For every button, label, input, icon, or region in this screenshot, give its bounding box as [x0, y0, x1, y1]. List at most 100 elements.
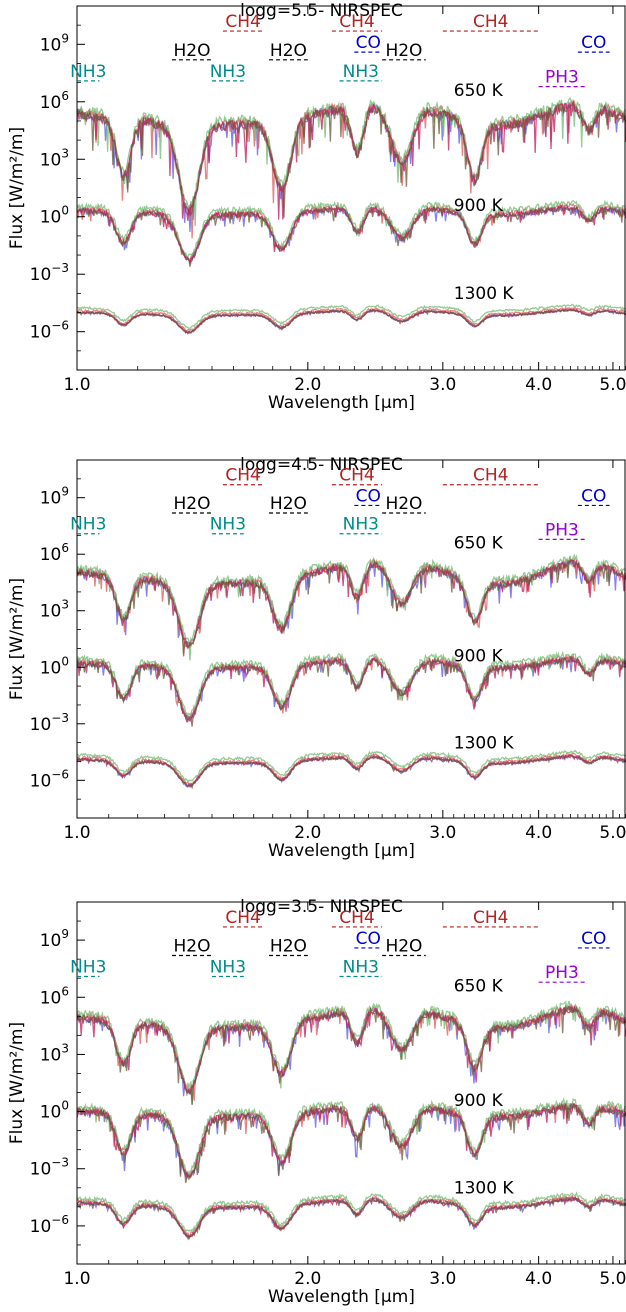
series-line-1300k-2 [77, 306, 626, 332]
series-line-900k-5 [77, 1102, 626, 1184]
chart-title: logg=4.5- NIRSPEC [240, 455, 403, 475]
x-tick-label: 2.0 [294, 1269, 321, 1289]
band-marker-label: NH3 [210, 62, 246, 82]
plot-frame [76, 459, 626, 819]
x-tick-label: 2.0 [294, 823, 321, 843]
y-tick-label: 103 [40, 146, 69, 170]
band-marker-label: CH4 [339, 12, 374, 32]
band-marker-label: H2O [270, 494, 307, 514]
band-marker-label: PH3 [545, 963, 579, 983]
chart-panel-1: 1.0 2.0 3.0 4.0 5.0 10−6 10−3 100 103 106 109 logg=… [7, 1, 626, 413]
series-line-900k-5 [77, 655, 626, 727]
band-marker-label: H2O [173, 937, 210, 957]
x-tick-label: 4.0 [525, 375, 552, 395]
band-marker-label: NH3 [70, 515, 106, 535]
series-line-650k-3 [77, 96, 626, 226]
y-tick-label: 100 [40, 654, 69, 678]
band-marker-label: NH3 [70, 62, 106, 82]
chart-panel-2: 1.0 2.0 3.0 4.0 5.0 10−6 10−3 100 103 106 109 logg=… [7, 455, 626, 861]
band-marker-label: NH3 [210, 957, 246, 977]
band-marker-label: NH3 [343, 957, 379, 977]
series-group [77, 96, 626, 335]
series-line-650k-2 [77, 556, 626, 654]
chart-panel-3: 1.0 2.0 3.0 4.0 5.0 10−6 10−3 100 103 106 109 logg=… [7, 897, 626, 1307]
y-axis-label: Flux [W/m²/m] [7, 127, 27, 249]
band-marker-label: NH3 [210, 515, 246, 535]
x-axis-label: Wavelength [μm] [268, 1287, 415, 1307]
series-line-1300k-3 [77, 1191, 626, 1232]
x-tick-label: 1.0 [63, 823, 90, 843]
y-tick-label: 109 [40, 31, 69, 55]
band-marker-label: CH4 [473, 466, 508, 486]
x-tick-label: 3.0 [429, 1269, 456, 1289]
band-marker-label: H2O [270, 937, 307, 957]
band-marker-label: CO [581, 33, 606, 53]
x-tick-label: 1.0 [63, 375, 90, 395]
band-marker-label: H2O [173, 41, 210, 61]
band-marker-label: CH4 [339, 908, 374, 928]
series-line-1300k-3 [77, 749, 626, 784]
series-line-1300k-5 [77, 1196, 626, 1241]
y-tick-label: 109 [40, 485, 69, 509]
temperature-label: 650 K [454, 81, 504, 101]
band-marker-label: CH4 [225, 908, 260, 928]
temperature-label: 650 K [454, 977, 504, 997]
y-tick-label: 10−3 [30, 1156, 69, 1180]
band-marker-label: H2O [385, 494, 422, 514]
series-line-900k-3 [77, 650, 626, 717]
band-marker-label: H2O [385, 937, 422, 957]
series-group [77, 553, 626, 790]
temperature-label: 900 K [454, 647, 504, 667]
x-axis-label: Wavelength [μm] [268, 841, 415, 861]
chart-title: logg=3.5- NIRSPEC [240, 897, 403, 917]
x-tick-label: 5.0 [599, 823, 626, 843]
band-marker-label: PH3 [545, 520, 579, 540]
y-axis-label: Flux [W/m²/m] [7, 578, 27, 700]
band-marker-label: CH4 [225, 12, 260, 32]
band-marker-label: CH4 [473, 908, 508, 928]
y-tick-label: 10−6 [30, 319, 69, 343]
series-line-1300k-3 [77, 303, 626, 330]
x-axis-label: Wavelength [μm] [268, 393, 415, 413]
x-tick-label: 4.0 [525, 823, 552, 843]
series-line-650k-5 [77, 558, 626, 657]
y-tick-label: 100 [40, 204, 69, 228]
temperature-label: 900 K [454, 196, 504, 216]
temperature-label: 900 K [454, 1091, 504, 1111]
x-tick-label: 1.0 [63, 1269, 90, 1289]
band-marker-label: CO [356, 929, 381, 949]
x-tick-label: 3.0 [429, 823, 456, 843]
band-marker-label: CO [356, 486, 381, 506]
band-marker-label: NH3 [343, 515, 379, 535]
y-tick-label: 103 [40, 598, 69, 622]
x-tick-label: 5.0 [599, 375, 626, 395]
series-line-650k-5 [77, 1005, 626, 1105]
y-tick-label: 106 [40, 541, 69, 565]
series-line-1300k-2 [77, 1194, 626, 1238]
y-tick-label: 106 [40, 984, 69, 1008]
y-tick-label: 100 [40, 1099, 69, 1123]
y-tick-label: 10−3 [30, 261, 69, 285]
y-tick-label: 10−3 [30, 711, 69, 735]
temperature-label: 650 K [454, 534, 504, 554]
band-marker-label: CO [356, 33, 381, 53]
band-marker-label: CO [581, 486, 606, 506]
band-marker-label: CH4 [473, 12, 508, 32]
chart-title: logg=5.5- NIRSPEC [240, 1, 403, 21]
y-tick-label: 10−6 [30, 1213, 69, 1237]
band-marker-label: H2O [173, 494, 210, 514]
x-tick-label: 4.0 [525, 1269, 552, 1289]
band-marker-label: NH3 [343, 62, 379, 82]
series-line-1300k-5 [77, 308, 626, 335]
plot-frame [76, 901, 626, 1265]
series-line-900k-5 [77, 204, 626, 267]
y-tick-label: 10−6 [30, 767, 69, 791]
band-marker-label: PH3 [545, 68, 579, 88]
series-line-650k-5 [77, 100, 626, 218]
y-tick-label: 103 [40, 1041, 69, 1065]
band-marker-label: CO [581, 929, 606, 949]
band-marker-label: NH3 [70, 957, 106, 977]
temperature-label: 1300 K [454, 1179, 515, 1199]
